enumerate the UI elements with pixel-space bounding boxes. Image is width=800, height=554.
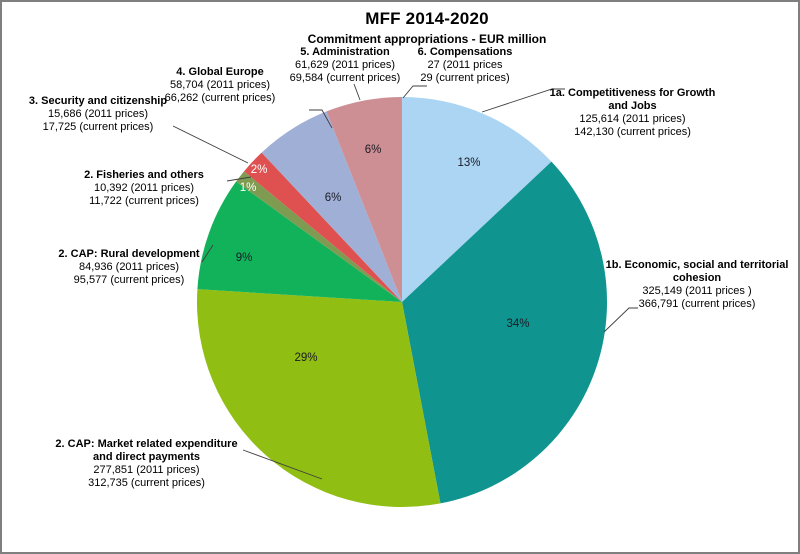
percent-label-cap_rural: 9% — [236, 252, 253, 264]
pie-slice-fisheries — [236, 171, 402, 302]
pie-slice-cohesion — [402, 161, 608, 504]
pie-slice-security — [244, 152, 402, 302]
leader-line-cap_market — [242, 449, 323, 480]
percent-label-cohesion: 34% — [506, 318, 529, 330]
leader-line-compensations — [402, 85, 427, 99]
label-competitiveness: 1a. Competitiveness for Growth and Jobs … — [549, 87, 716, 138]
leader-line-administration — [353, 83, 361, 101]
chart-subtitle: Commitment appropriations - EUR million — [307, 32, 547, 46]
pie-slice-competitiveness — [402, 97, 552, 302]
label-security: 3. Security and citizenship 15,686 (2011… — [28, 95, 168, 133]
label-cap-market: 2. CAP: Market related expenditure and d… — [55, 438, 238, 489]
chart-title: MFF 2014-2020 — [365, 9, 489, 28]
label-compensations: 6. Compensations 27 (2011 prices 29 (cur… — [417, 46, 513, 84]
leader-line-competitiveness — [481, 88, 565, 113]
percent-label-global_europe: 6% — [325, 192, 342, 204]
pie-slice-administration — [326, 97, 402, 302]
leader-line-security — [172, 125, 249, 164]
pie-slice-cap_market — [196, 289, 441, 508]
percent-label-competitiveness: 13% — [457, 157, 480, 169]
leader-line-cohesion — [603, 307, 638, 333]
leader-line-cap_rural — [201, 244, 214, 263]
label-fisheries: 2. Fisheries and others 10,392 (2011 pri… — [84, 169, 204, 207]
percent-label-administration: 6% — [365, 144, 382, 156]
pie-slice-cap_rural — [197, 181, 402, 302]
percent-label-cap_market: 29% — [294, 352, 317, 364]
label-cohesion: 1b. Economic, social and territorial coh… — [605, 259, 789, 310]
label-cap-rural: 2. CAP: Rural development 84,936 (2011 p… — [58, 248, 200, 286]
label-administration: 5. Administration 61,629 (2011 prices) 6… — [289, 46, 401, 84]
chart-title-block: MFF 2014-2020 Commitment appropriations … — [227, 9, 627, 46]
percent-label-security: 2% — [251, 164, 268, 176]
leader-line-global_europe — [309, 109, 333, 129]
pie-slice-global_europe — [261, 111, 402, 302]
leader-line-fisheries — [226, 176, 252, 182]
label-global-europe: 4. Global Europe 58,704 (2011 prices) 66… — [164, 66, 276, 104]
percent-label-fisheries: 1% — [240, 182, 257, 194]
